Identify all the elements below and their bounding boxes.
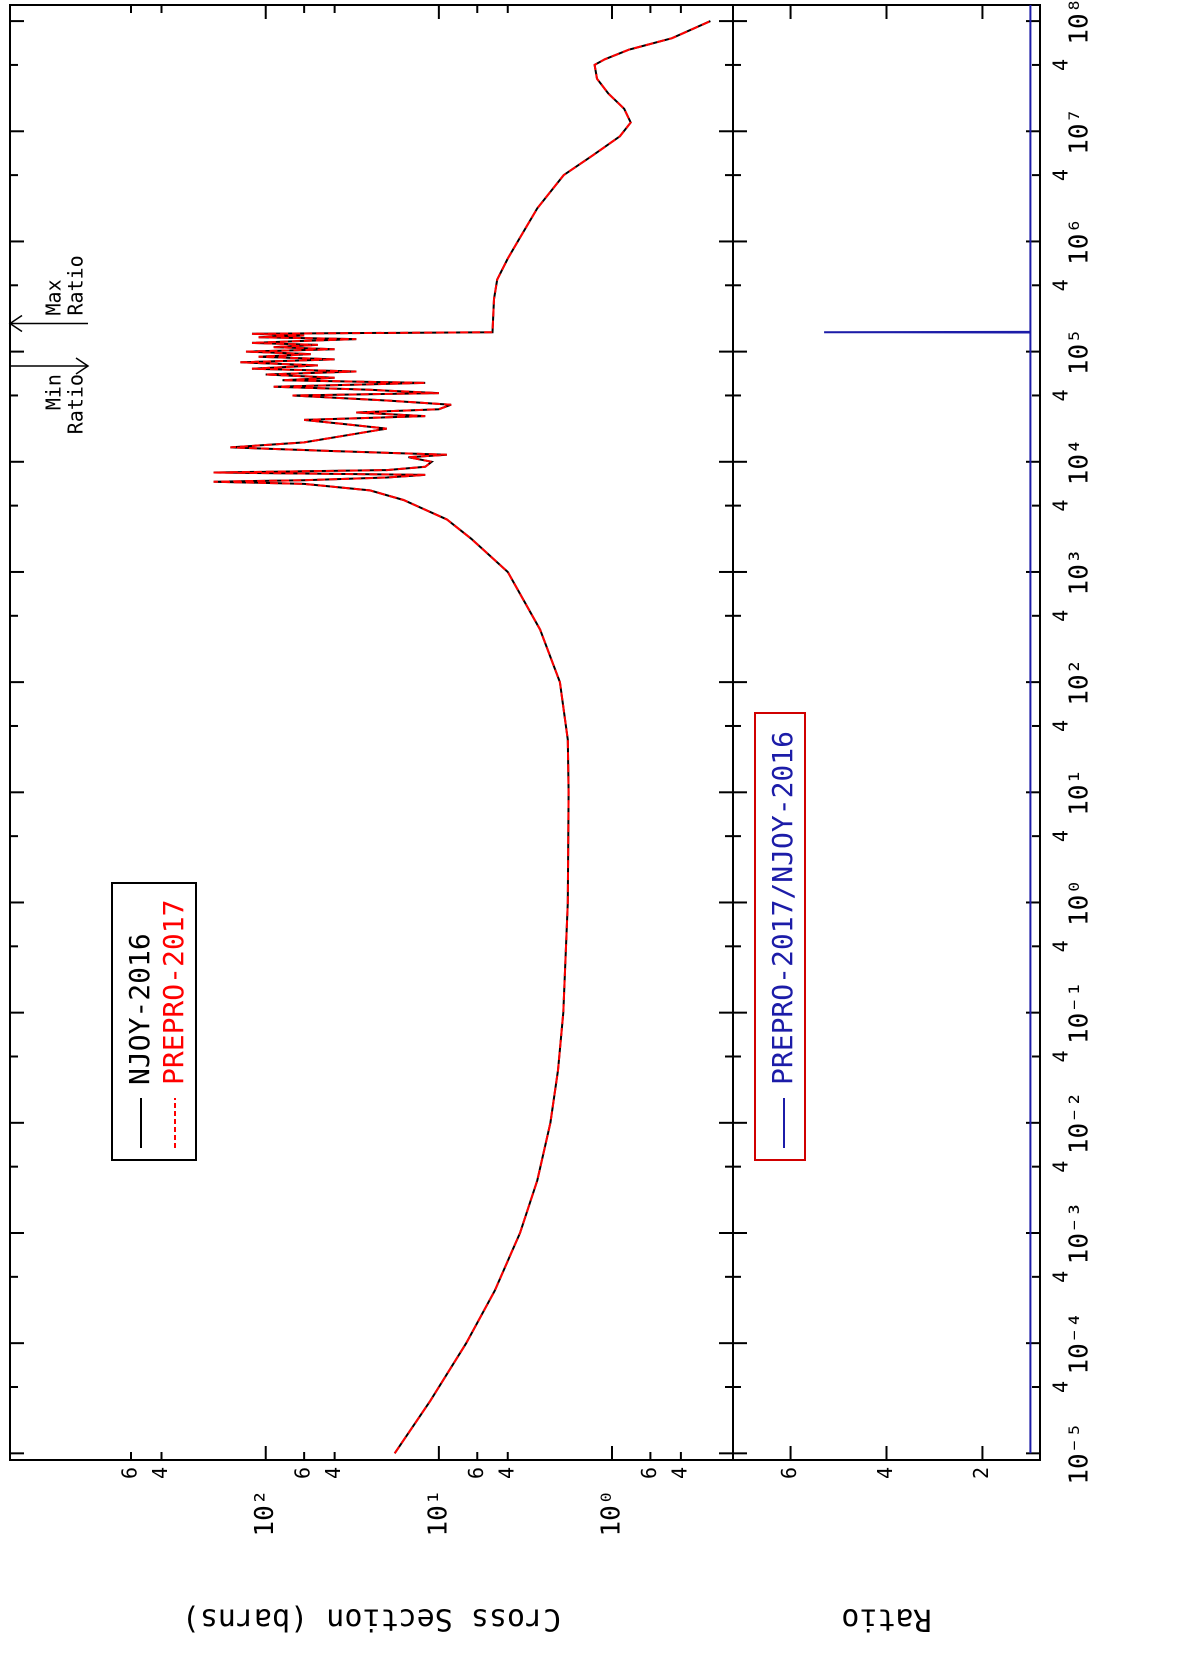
annotation-text: Ratio	[64, 374, 88, 434]
x-tick-label: 10¹	[1065, 769, 1095, 816]
x-tick-label: 10⁻⁴	[1065, 1312, 1095, 1375]
x-tick-label: 4	[1049, 1161, 1073, 1173]
y-tick-label: 4	[873, 1467, 897, 1479]
y-tick-label: 4	[148, 1467, 172, 1479]
x-tick-label: 10⁸	[1065, 0, 1095, 45]
y-axis-label: Ratio	[841, 1602, 931, 1637]
y-tick-label: 10⁰	[596, 1490, 626, 1537]
legend-label: PREPRO-2017/NJOY-2016	[766, 731, 799, 1085]
y-tick-label: 6	[118, 1467, 142, 1479]
x-tick-label: 4	[1049, 1050, 1073, 1062]
x-tick-label: 10⁶	[1065, 218, 1095, 265]
x-tick-label: 4	[1049, 279, 1073, 291]
series-line	[824, 5, 1032, 1454]
annotation-text: Min	[42, 374, 66, 410]
annotation-text: Max	[42, 279, 66, 315]
x-tick-label: 4	[1049, 1381, 1073, 1393]
x-tick-label: 4	[1049, 1271, 1073, 1283]
y-tick-label: 10²	[250, 1490, 280, 1537]
legend-box	[111, 882, 197, 1161]
y-tick-label: 6	[777, 1467, 801, 1479]
legend-label: NJOY-2016	[123, 933, 156, 1085]
x-tick-label: 10³	[1065, 548, 1095, 595]
y-tick-label: 4	[494, 1467, 518, 1479]
annotation-arrowhead	[75, 357, 90, 375]
x-tick-label: 4	[1049, 169, 1073, 181]
x-tick-label: 4	[1049, 830, 1073, 842]
y-tick-label: 2	[969, 1467, 993, 1479]
y-axis-label: Cross Section (barns)	[182, 1602, 561, 1637]
x-tick-label: 10⁻⁵	[1065, 1422, 1095, 1485]
legend-label: PREPRO-2017	[157, 900, 190, 1085]
y-tick-label: 6	[291, 1467, 315, 1479]
x-tick-label: 4	[1049, 940, 1073, 952]
annotation-text: Ratio	[64, 255, 88, 315]
x-tick-label: 10⁻¹	[1065, 981, 1095, 1044]
y-tick-label: 10¹	[423, 1490, 453, 1537]
frame	[9, 4, 1041, 1461]
x-tick-label: 10⁷	[1065, 108, 1095, 155]
series-line	[213, 20, 711, 1454]
x-tick-label: 10⁵	[1065, 328, 1095, 375]
y-tick-label: 6	[637, 1467, 661, 1479]
y-tick-label: 4	[321, 1467, 345, 1479]
y-tick-label: 4	[667, 1467, 691, 1479]
x-tick-label: 4	[1049, 610, 1073, 622]
x-tick-label: 4	[1049, 59, 1073, 71]
y-tick-label: 6	[464, 1467, 488, 1479]
legend-box	[754, 712, 806, 1161]
x-tick-label: 4	[1049, 500, 1073, 512]
x-tick-label: 10⁻²	[1065, 1092, 1095, 1155]
annotation-arrowhead	[8, 314, 23, 333]
series-line	[213, 20, 711, 1454]
x-tick-label: 4	[1049, 389, 1073, 401]
x-tick-label: 10⁻³	[1065, 1202, 1095, 1265]
x-tick-label: 10²	[1065, 659, 1095, 706]
x-tick-label: 10⁴	[1065, 438, 1095, 485]
x-tick-label: 4	[1049, 720, 1073, 732]
x-tick-label: 10⁰	[1065, 879, 1095, 926]
